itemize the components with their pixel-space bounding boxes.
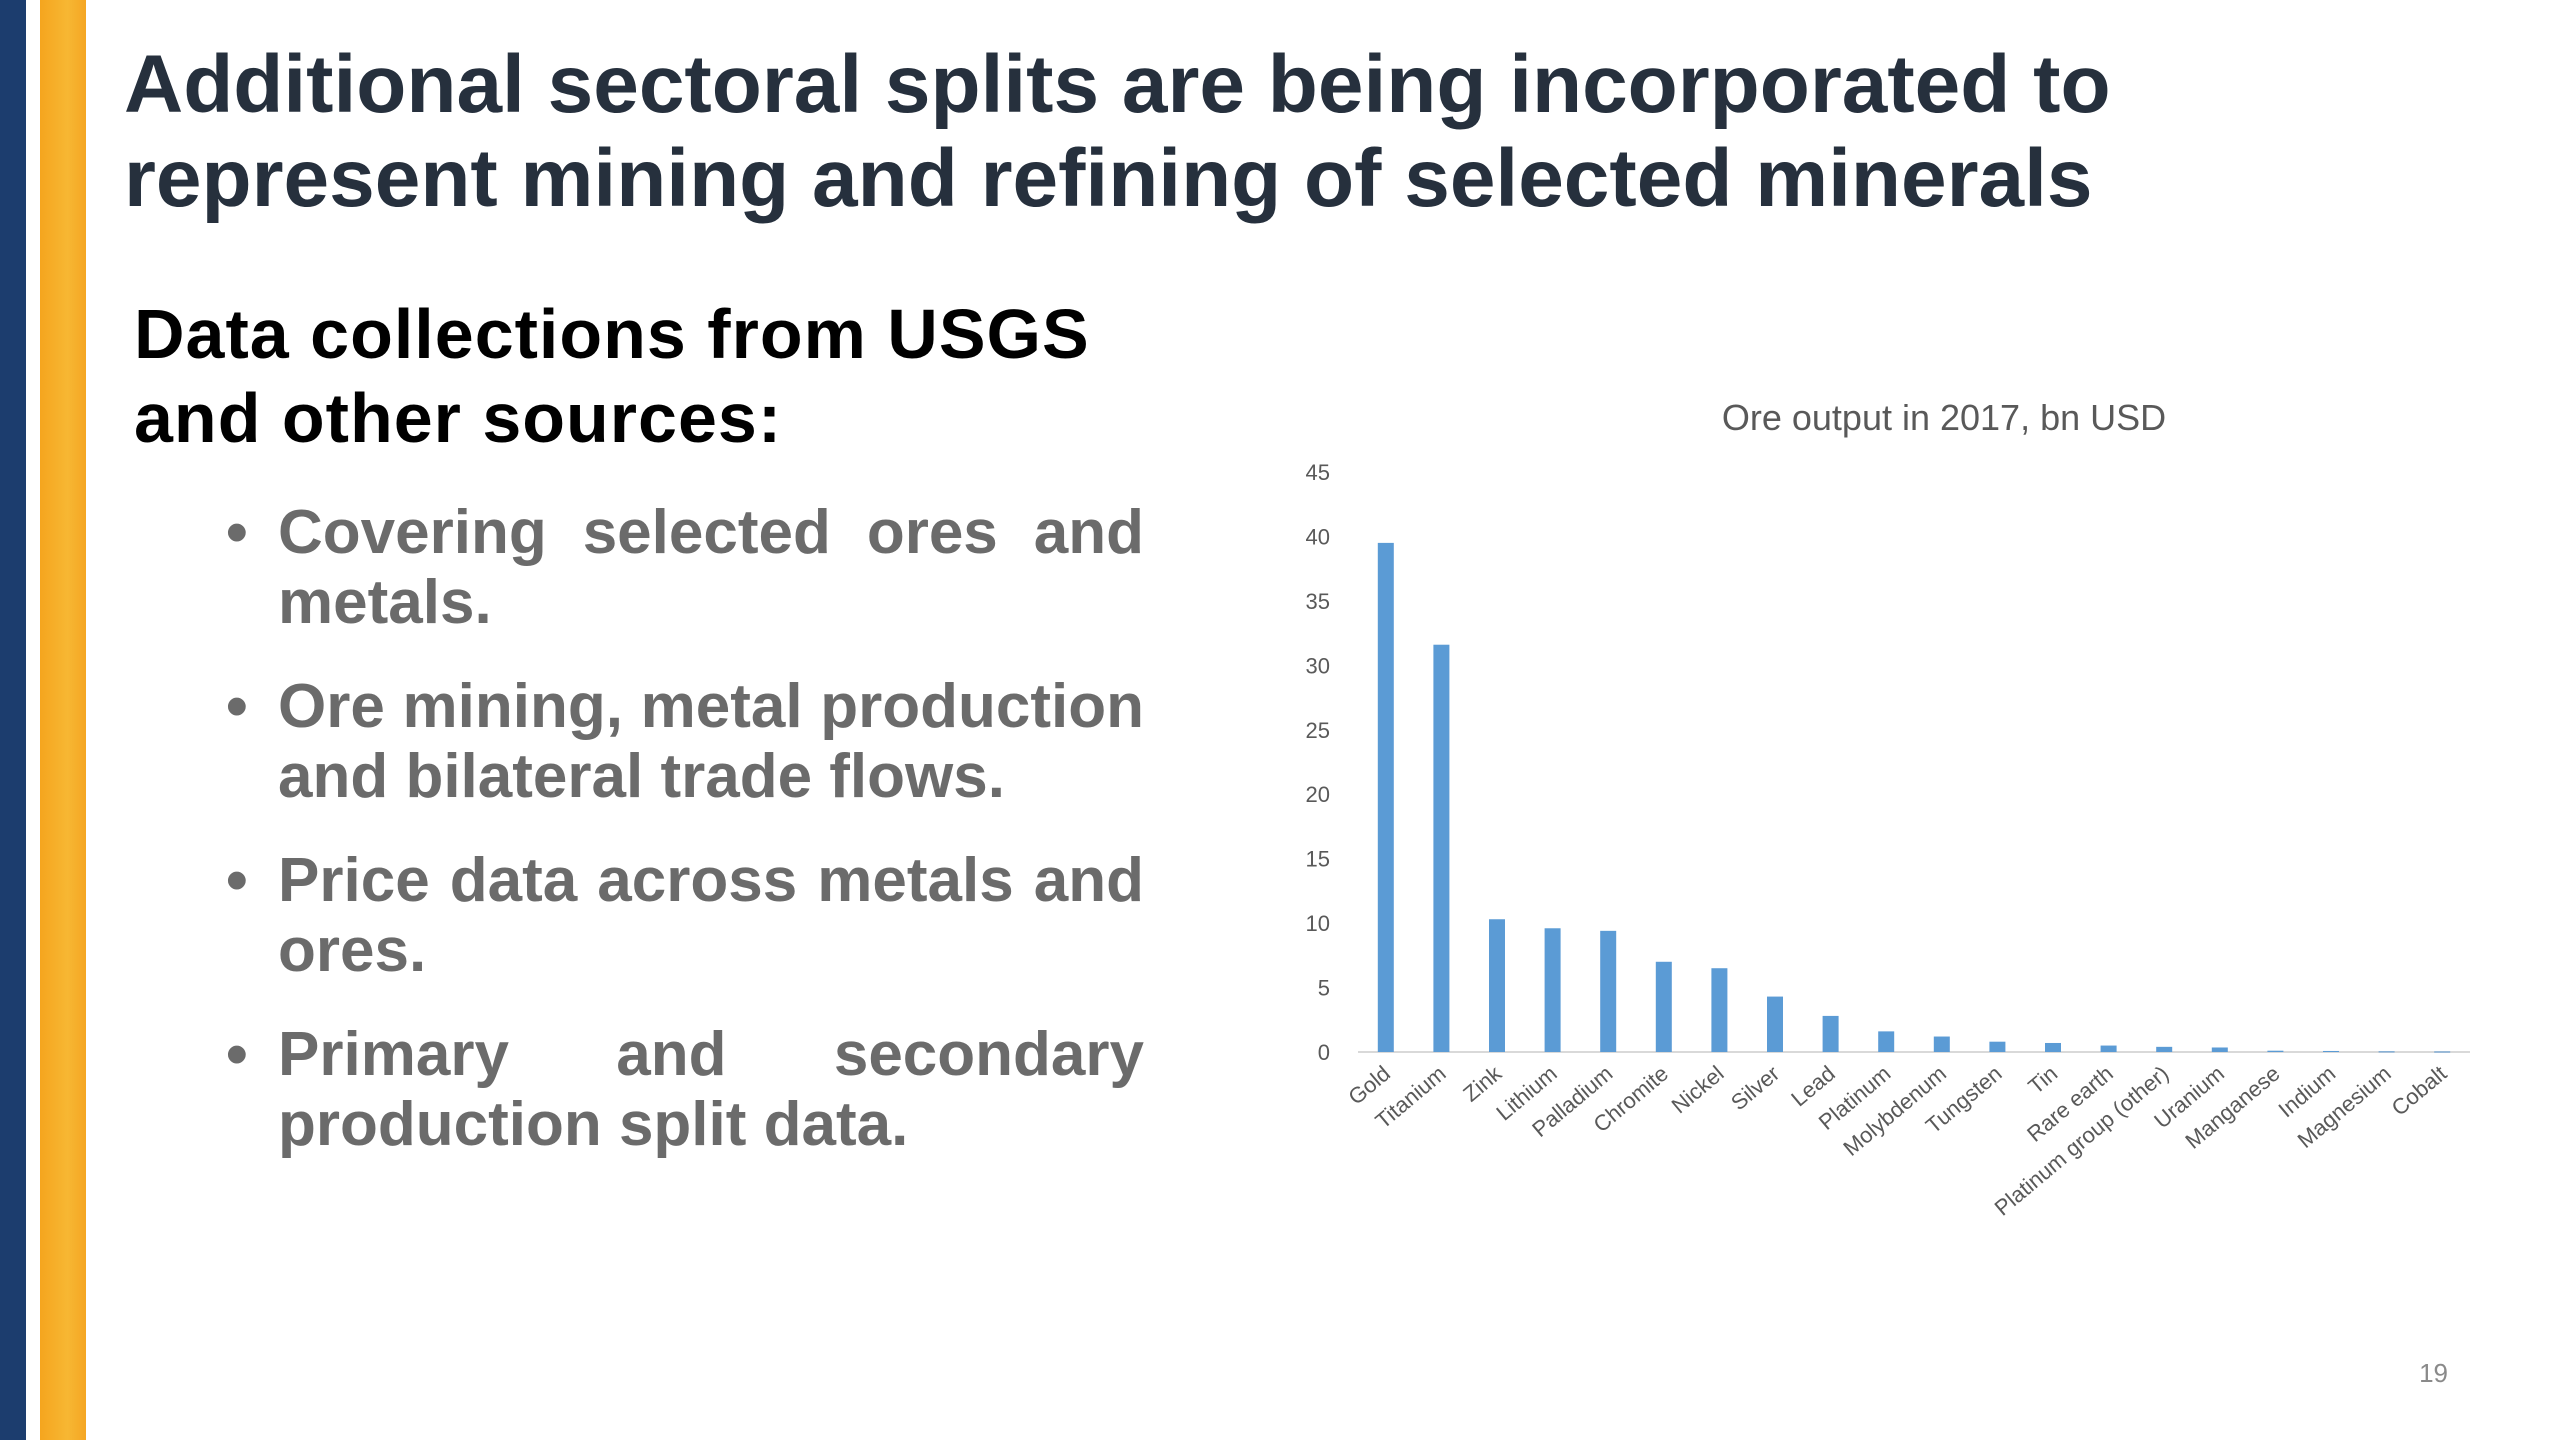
bar-molybdenum [1933, 1036, 1950, 1052]
y-tick-label: 20 [1306, 782, 1330, 807]
slide-title: Additional sectoral splits are being inc… [124, 39, 2111, 224]
y-tick-label: 30 [1306, 653, 1330, 678]
bar-manganese [2267, 1050, 2284, 1052]
chart-title: Ore output in 2017, bn USD [1722, 397, 2166, 438]
bar-rare-earth [2100, 1045, 2117, 1052]
bullet-dot-icon: • [226, 498, 248, 567]
bar-gold [1377, 542, 1394, 1052]
bullet-item: • Ore mining, metal production and bilate… [226, 672, 1144, 812]
bar-nickel [1711, 968, 1728, 1052]
accent-stripe-navy [0, 0, 26, 1440]
y-tick-label: 25 [1306, 718, 1330, 743]
bullet-item: • Price data across metals and ores. [226, 846, 1144, 986]
accent-stripe-orange [40, 0, 86, 1440]
bar-uranium [2211, 1047, 2228, 1052]
bar-chromite [1655, 961, 1672, 1052]
accent-stripe-gap [26, 0, 40, 1440]
bar-silver [1767, 996, 1783, 1052]
left-text-column: Data collections from USGS and other sou… [134, 292, 1144, 1194]
bar-platinum-group-other- [2156, 1046, 2173, 1052]
bullet-dot-icon: • [226, 1020, 248, 1089]
y-tick-label: 0 [1318, 1040, 1330, 1065]
y-tick-label: 5 [1318, 976, 1330, 1001]
bar-indium [2323, 1050, 2339, 1052]
bar-titanium [1433, 644, 1450, 1052]
y-tick-label: 10 [1306, 911, 1330, 936]
y-tick-label: 40 [1306, 524, 1330, 549]
bar-palladium [1600, 930, 1617, 1052]
bar-lithium [1544, 928, 1561, 1052]
x-tick-label: Tin [2023, 1061, 2062, 1099]
bar-lead [1822, 1015, 1839, 1052]
bar-magnesium [2378, 1051, 2395, 1053]
bar-platinum [1878, 1031, 1895, 1052]
bullet-text: Ore mining, metal production and bilater… [278, 672, 1144, 811]
slide-subtitle: Data collections from USGS and other sou… [134, 295, 1090, 457]
bullet-dot-icon: • [226, 846, 248, 915]
x-tick-label: Silver [1726, 1061, 1784, 1116]
bullet-text: Primary and secondary production split d… [278, 1020, 1144, 1159]
y-tick-label: 45 [1306, 460, 1330, 485]
y-tick-label: 35 [1306, 589, 1330, 614]
bullet-text: Price data across metals and ores. [278, 846, 1144, 985]
bar-zink [1489, 919, 1505, 1052]
bar-tungsten [1989, 1041, 2006, 1052]
x-tick-label: Nickel [1667, 1061, 1729, 1119]
bullet-item: • Primary and secondary production split … [226, 1020, 1144, 1160]
bar-tin [2045, 1042, 2061, 1052]
y-tick-label: 15 [1306, 847, 1330, 872]
bullet-text: Covering selected ores and metals. [278, 498, 1144, 637]
bar-cobalt [2434, 1051, 2451, 1053]
bullet-item: • Covering selected ores and metals. [226, 498, 1144, 638]
bullet-list: • Covering selected ores and metals. • Ore… [134, 498, 1144, 1160]
bullet-dot-icon: • [226, 672, 248, 741]
x-tick-label: Cobalt [2387, 1061, 2452, 1121]
page-number: 19 [2419, 1358, 2448, 1388]
